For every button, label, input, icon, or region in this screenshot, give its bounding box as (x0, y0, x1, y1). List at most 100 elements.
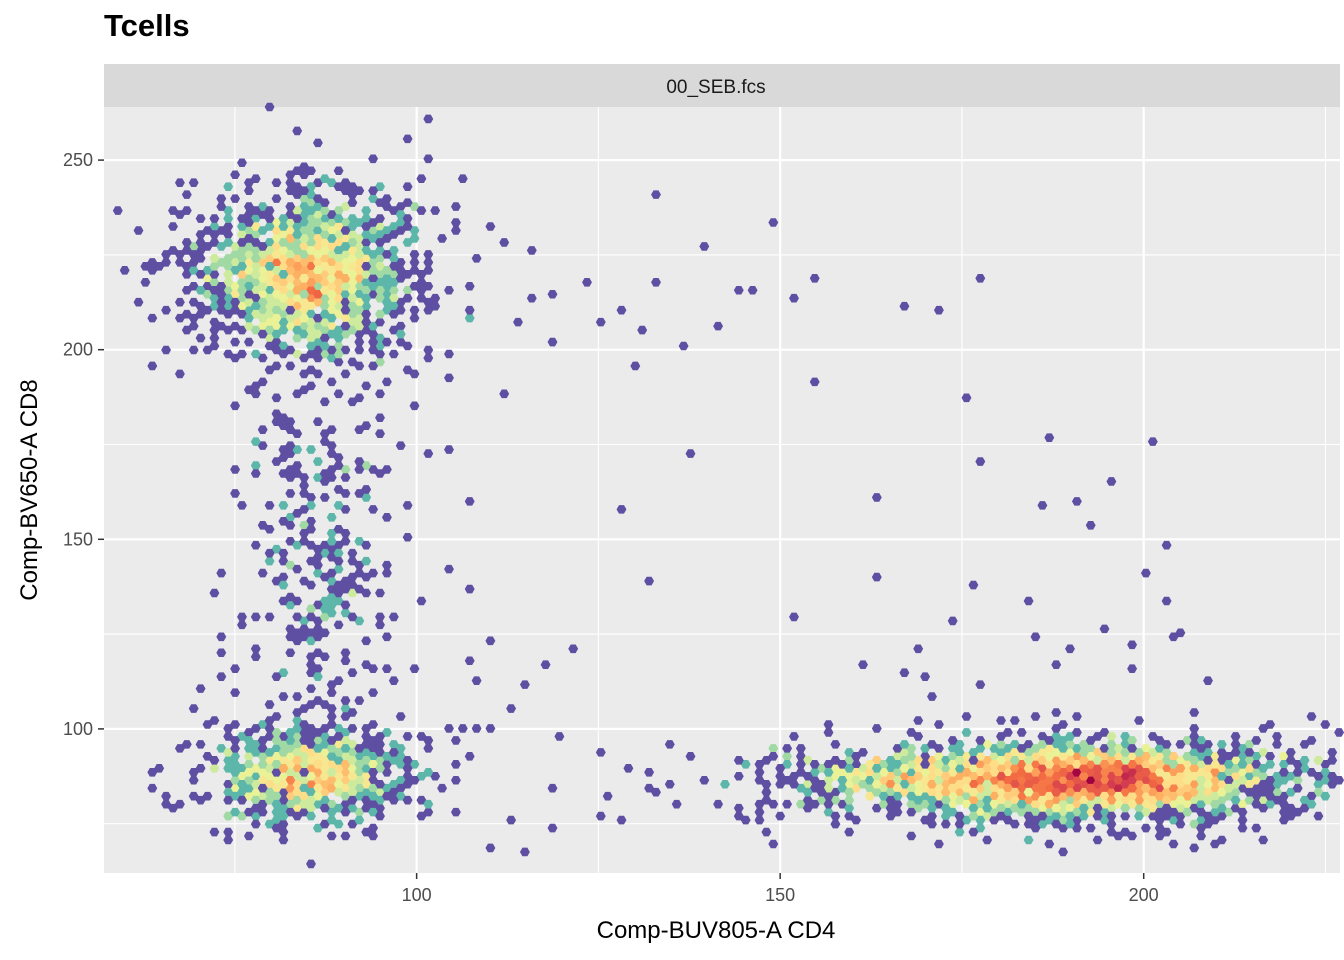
hex-bin (278, 413, 289, 423)
hex-bin (1196, 831, 1207, 841)
hex-bin (713, 321, 724, 331)
hex-bin (354, 186, 365, 195)
hex-bin (312, 600, 323, 610)
hex-bin (1002, 815, 1013, 825)
hex-bin (547, 289, 558, 299)
hex-bin (1092, 835, 1103, 845)
hex-bin (278, 301, 289, 311)
hex-bin (168, 222, 178, 231)
hex-bin (395, 329, 406, 339)
hex-bin (271, 672, 282, 681)
hex-bin (347, 556, 358, 566)
hex-bin (754, 815, 765, 825)
hex-bin (333, 230, 344, 239)
hex-bin (1113, 831, 1124, 841)
hex-bin (326, 234, 337, 243)
hex-bin (1196, 799, 1207, 809)
hex-bin (1258, 764, 1269, 773)
hex-bin (1182, 775, 1193, 785)
hex-bin (271, 728, 282, 737)
hex-bin (913, 787, 924, 797)
hex-bin (347, 230, 358, 239)
hex-bin (326, 568, 337, 578)
hex-bin (292, 636, 303, 646)
hex-bin (257, 783, 268, 793)
hex-bin (1258, 835, 1269, 845)
hex-bin (1078, 740, 1089, 749)
hex-bin (202, 281, 213, 291)
hex-bin (1065, 787, 1075, 797)
hex-bin (264, 246, 275, 255)
hex-bin (319, 732, 330, 741)
hex-bin (347, 309, 358, 319)
hex-bin (1216, 740, 1227, 749)
hex-bin (319, 278, 330, 287)
hex-bin (1161, 827, 1172, 837)
hex-bin (326, 712, 337, 721)
hex-bin (264, 501, 275, 510)
hex-bin (1189, 740, 1200, 749)
hex-bin (147, 361, 158, 371)
hex-bin (368, 281, 379, 291)
hex-bin (699, 242, 710, 251)
hex-bin (1071, 497, 1082, 506)
hex-bin (1182, 736, 1193, 745)
hex-bin (1030, 799, 1041, 809)
hex-bin (595, 317, 606, 327)
hex-bin (402, 365, 413, 375)
hex-bin (333, 596, 344, 606)
hex-bin (996, 811, 1006, 821)
hex-bin (292, 301, 303, 311)
hex-bin (892, 767, 903, 777)
hex-bin (299, 720, 310, 729)
hex-bin (209, 716, 220, 725)
hex-bin (216, 281, 227, 291)
hex-bin (1071, 760, 1082, 769)
hex-bin (354, 752, 365, 761)
hex-bin (347, 748, 358, 757)
hex-bin (395, 441, 406, 450)
hex-bin (174, 369, 185, 379)
hex-bin (243, 178, 254, 187)
hex-bin (844, 771, 855, 781)
hex-bin (1175, 740, 1186, 749)
hex-bin (789, 732, 799, 741)
hex-bin (237, 301, 247, 311)
hex-bin (1244, 748, 1255, 757)
hex-bin (375, 293, 385, 303)
hex-bin (1147, 756, 1158, 765)
hex-bin (1147, 795, 1158, 805)
hex-bin (243, 337, 254, 347)
hex-bin (1278, 807, 1289, 817)
hex-bin (375, 803, 385, 813)
hex-bin (395, 266, 406, 275)
hex-bin (1113, 799, 1124, 809)
hex-bin (230, 250, 241, 259)
hex-bin (299, 760, 310, 769)
hex-bin (361, 827, 372, 837)
hex-bin (361, 206, 372, 215)
hex-bin (975, 823, 986, 833)
hex-bin (1182, 783, 1193, 793)
hex-bin (278, 469, 289, 478)
hex-bin (381, 226, 392, 235)
hex-bin (795, 799, 806, 809)
hex-bin (1154, 831, 1165, 841)
hex-bin (933, 744, 944, 753)
hex-bin (830, 740, 841, 749)
hex-bin (243, 305, 254, 315)
hex-bin (340, 274, 351, 283)
hex-bin (326, 688, 337, 697)
hex-bin (1203, 771, 1213, 781)
hex-bin (299, 752, 310, 761)
hex-bin (1037, 748, 1048, 757)
hex-bin (899, 779, 910, 789)
hex-bin (368, 664, 379, 673)
hex-bin (961, 728, 972, 737)
hex-bin (250, 748, 261, 757)
hex-bin (312, 760, 323, 769)
hex-bin (326, 584, 337, 594)
hex-bin (823, 720, 834, 729)
hex-bin (381, 767, 392, 777)
hex-bin (292, 206, 303, 215)
